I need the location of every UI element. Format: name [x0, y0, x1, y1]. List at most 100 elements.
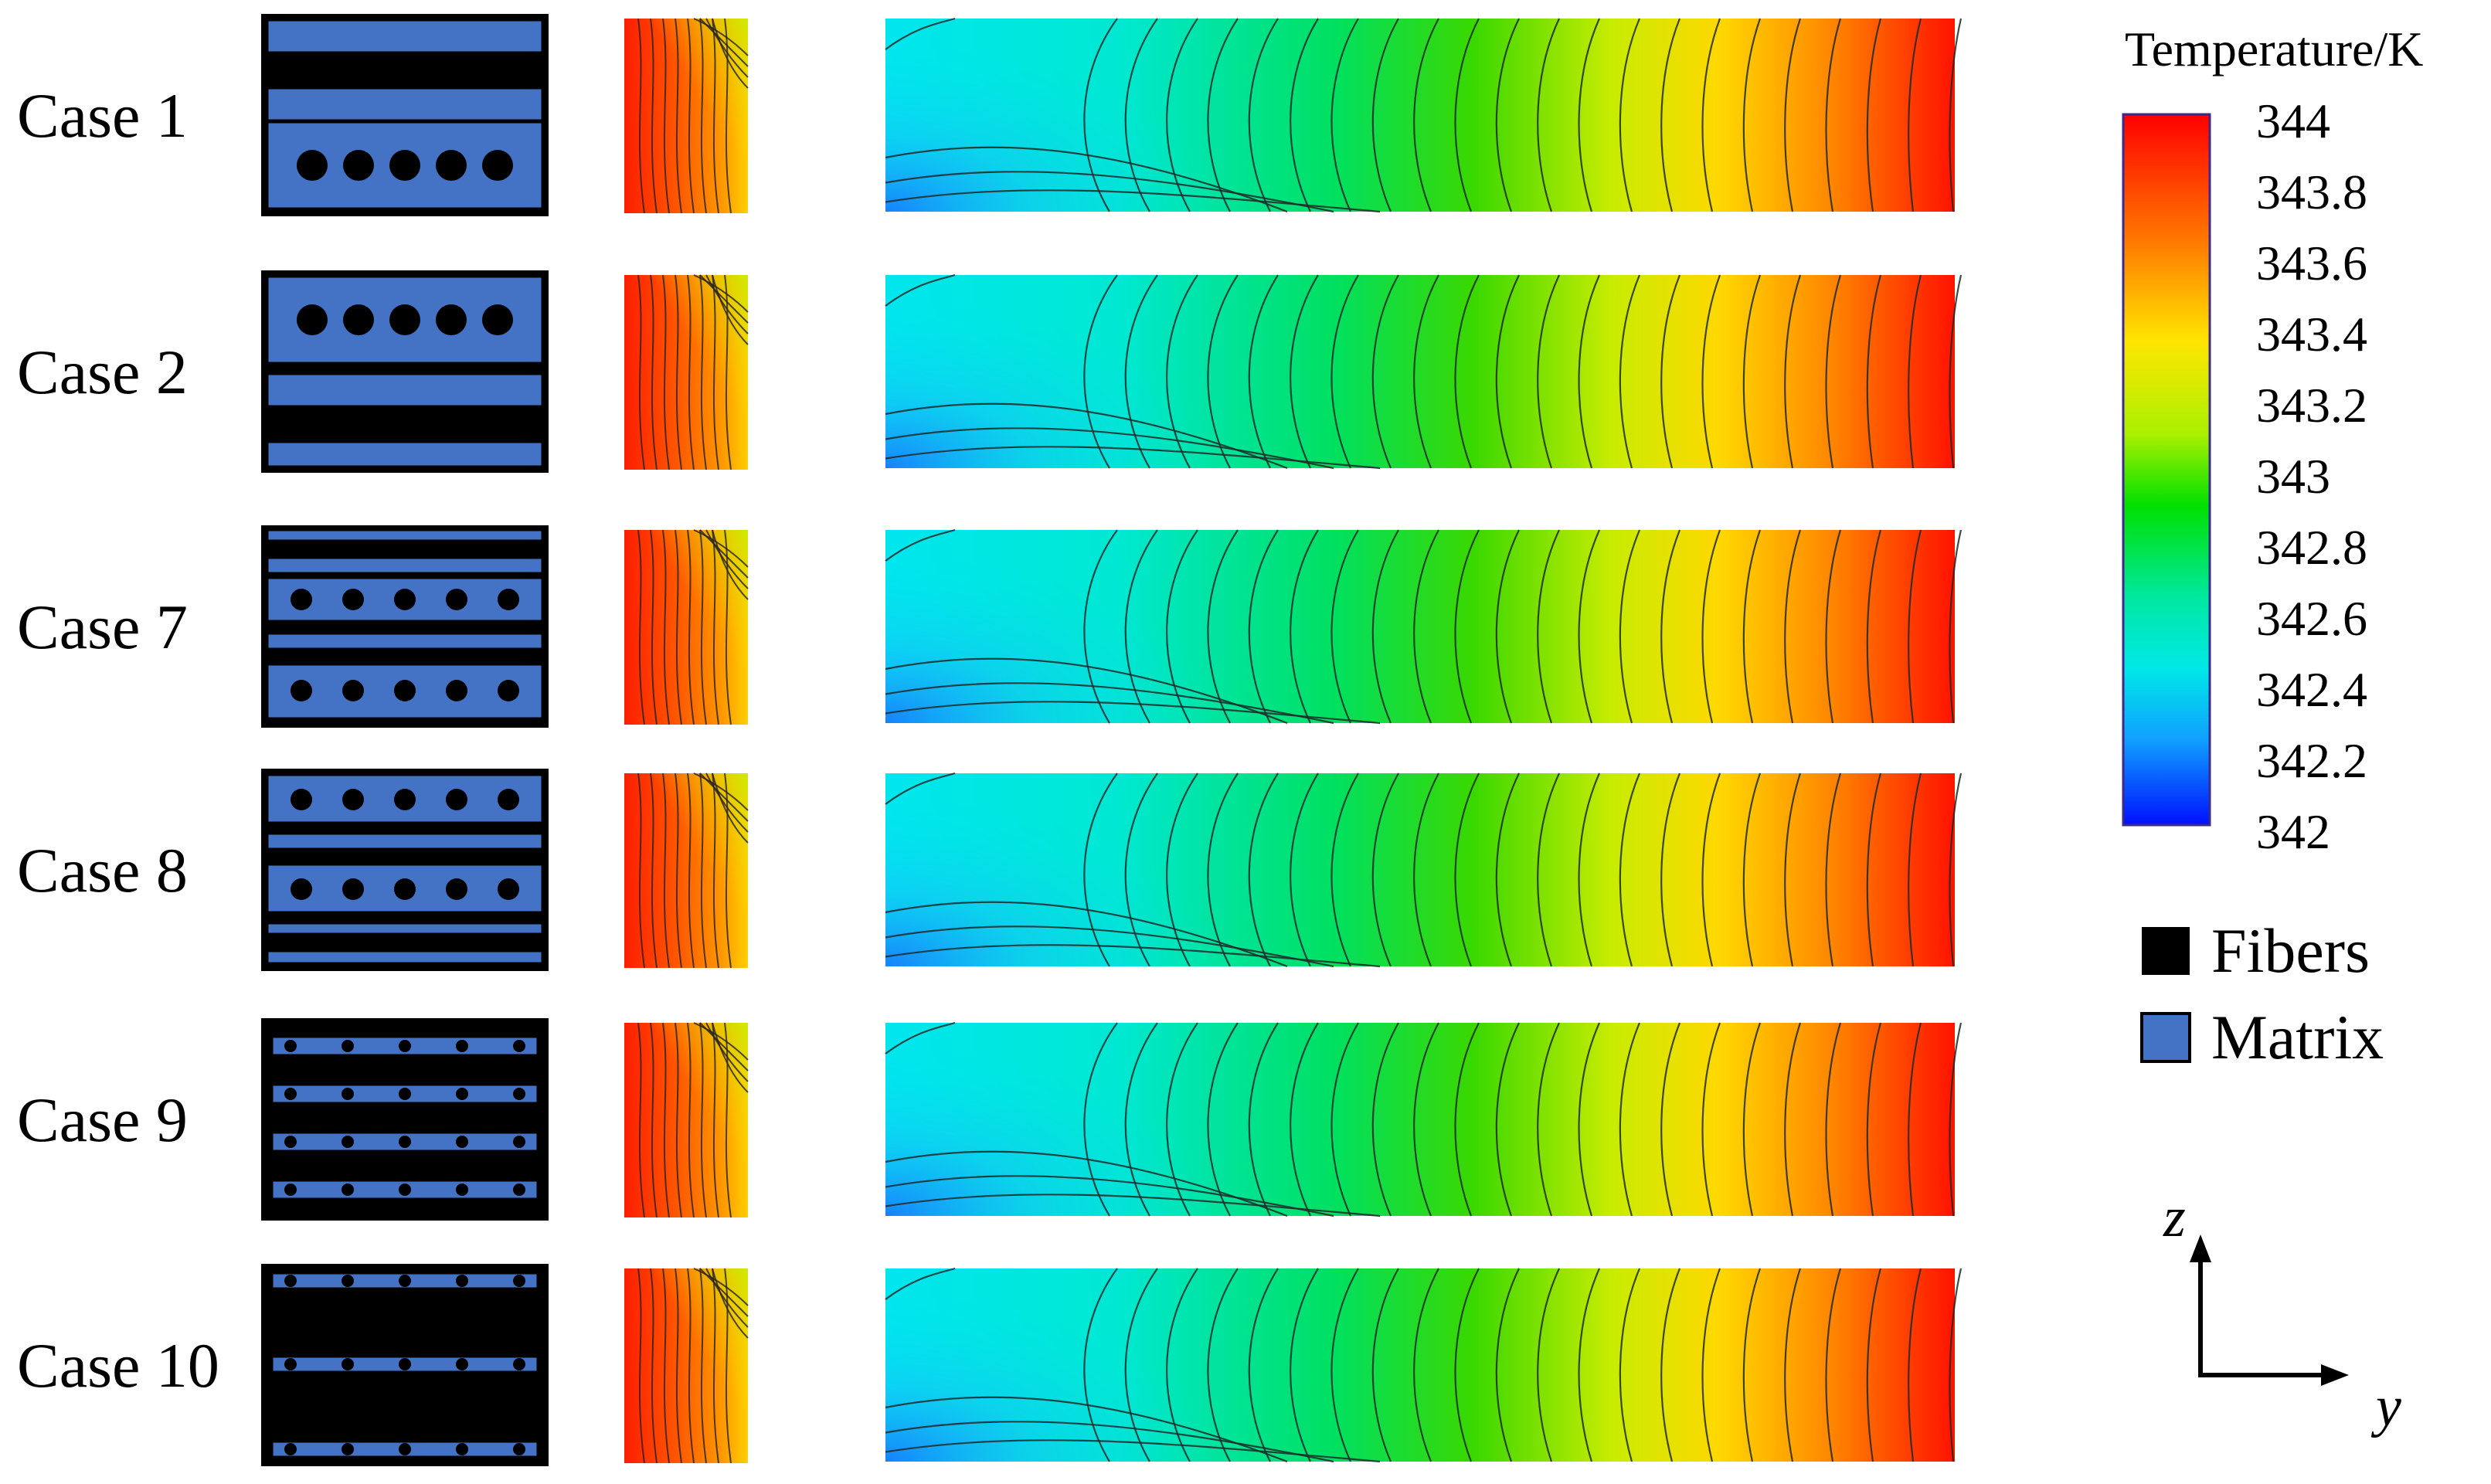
isotherm-line	[675, 773, 682, 969]
isotherm-line	[705, 18, 749, 78]
fiber-dot	[482, 304, 513, 335]
isotherm-line	[699, 529, 749, 579]
isotherm-line	[1330, 529, 1359, 724]
fiber-dot	[343, 150, 374, 181]
isotherm-line	[1908, 1022, 1922, 1217]
colorbar-tick-label: 342.6	[2256, 591, 2367, 646]
isotherm-line	[1495, 274, 1520, 469]
isotherm-line	[1537, 1022, 1560, 1217]
fiber-dot	[342, 589, 364, 610]
matrix-strip	[266, 863, 544, 914]
fiber-dot	[456, 1275, 468, 1287]
isotherm-line	[712, 1022, 719, 1218]
wide-cold-corner	[885, 773, 1260, 966]
isotherm-line	[1825, 529, 1842, 724]
isotherm-line	[885, 1150, 1288, 1217]
isotherm-line	[1371, 18, 1399, 212]
isotherm-line	[1784, 274, 1802, 469]
isotherm-line	[885, 1021, 956, 1054]
isotherm-line	[885, 427, 1334, 470]
isotherm-line	[687, 1268, 695, 1464]
fiber-dot	[342, 1183, 354, 1196]
material-legend: Fibers Matrix	[2140, 915, 2384, 1072]
fiber-dot	[456, 1358, 468, 1370]
isotherm-line	[885, 528, 956, 562]
isotherm-line	[1290, 18, 1319, 212]
matrix-strip	[266, 922, 544, 936]
isotherm-line	[1124, 529, 1158, 724]
isotherm-line	[675, 529, 682, 725]
fiber-dot	[456, 1136, 468, 1148]
isotherm-line	[724, 18, 732, 214]
isotherm-line	[1290, 529, 1319, 724]
isotherm-line	[1495, 529, 1520, 724]
isotherm-line	[1578, 274, 1601, 469]
isotherm-line	[885, 657, 1288, 725]
isotherm-line	[1701, 1022, 1721, 1217]
isotherm-line	[1660, 1022, 1681, 1217]
isotherm-line	[724, 529, 732, 725]
isotherm-line	[1166, 274, 1198, 469]
isotherm-line	[675, 1268, 682, 1464]
fiber-dot	[399, 1136, 411, 1148]
isotherm-line	[885, 1175, 1334, 1217]
fiber-dot	[399, 1358, 411, 1370]
isotherm-line	[1330, 274, 1359, 469]
isotherm-line	[1413, 1022, 1439, 1217]
isotherm-line	[885, 146, 1288, 213]
colorbar-tick-label: 342.4	[2256, 662, 2367, 717]
isotherm-line	[1784, 773, 1802, 967]
isotherm-line	[693, 1268, 749, 1306]
fiber-dot	[498, 878, 519, 900]
isotherm-line	[1825, 1022, 1842, 1217]
isotherm-line	[885, 402, 1288, 470]
isotherm-line	[1371, 1268, 1399, 1462]
isotherm-line	[712, 1022, 749, 1093]
fiber-dot	[456, 1316, 468, 1329]
isotherm-line	[1908, 18, 1922, 212]
isotherm-line	[724, 1022, 732, 1218]
fiber-dot	[394, 878, 416, 900]
isotherm-line	[650, 274, 658, 470]
isotherm-line	[662, 1022, 670, 1218]
isotherm-line	[724, 773, 732, 969]
colorbar-title: Temperature/K	[2125, 22, 2423, 76]
isotherm-line	[1578, 529, 1601, 724]
fiber-dot	[342, 1136, 354, 1148]
isotherm-line	[687, 773, 695, 969]
isotherm-line	[637, 1268, 645, 1464]
colorbar-tick-label: 342.2	[2256, 733, 2367, 788]
fiber-dot	[498, 680, 519, 701]
fiber-dot	[446, 789, 467, 810]
isotherm-line	[1619, 274, 1641, 469]
isotherm-line	[675, 18, 682, 214]
isotherm-line	[699, 773, 749, 822]
fiber-dot	[513, 1183, 525, 1196]
isotherm-line	[699, 1022, 707, 1218]
isotherm-line	[699, 529, 707, 725]
fiber-dot	[394, 789, 416, 810]
isotherm-line	[1166, 1268, 1198, 1462]
fiber-dot	[284, 1040, 297, 1052]
isotherm-line	[699, 18, 749, 67]
fiber-dot	[284, 1275, 297, 1287]
isotherm-line	[650, 1022, 658, 1218]
isotherm-line	[693, 274, 749, 313]
isotherm-line	[1454, 773, 1480, 967]
isotherm-line	[1248, 18, 1279, 212]
colorbar-tick-label: 342	[2256, 804, 2330, 859]
isotherm-line	[1371, 274, 1399, 469]
isotherm-line	[885, 1421, 1334, 1463]
isotherm-line	[1949, 773, 1963, 967]
isotherm-line	[1619, 773, 1641, 967]
isotherm-line	[1371, 773, 1399, 967]
isotherm-line	[1701, 773, 1721, 967]
isotherm-line	[1330, 1268, 1359, 1462]
fibers-label: Fibers	[2211, 915, 2370, 986]
isotherm-line	[662, 529, 670, 725]
isotherm-line	[1578, 1022, 1601, 1217]
matrix-strip	[266, 528, 544, 542]
matrix-strip	[266, 372, 544, 408]
isotherm-line	[650, 773, 658, 969]
